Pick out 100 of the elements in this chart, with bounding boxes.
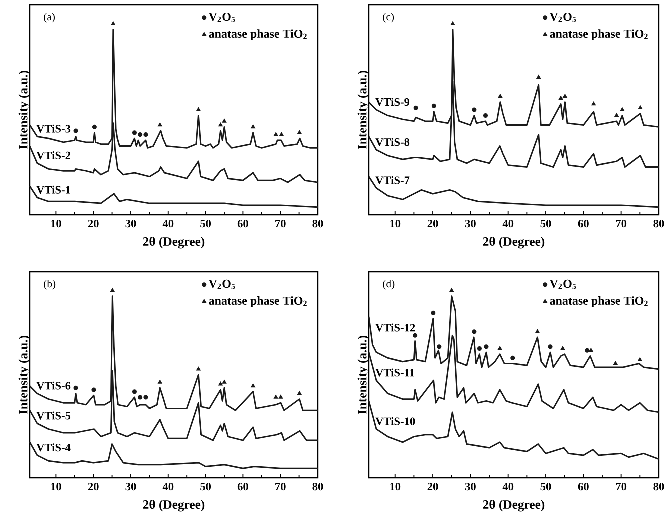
point — [589, 348, 594, 352]
series-label: VTiS-12 — [376, 324, 416, 332]
point — [638, 358, 642, 362]
point — [132, 130, 137, 136]
series-label: VTiS-8 — [376, 138, 410, 146]
x-tick-label: 80 — [312, 482, 324, 491]
x-axis-title: 2θ (Degree) — [143, 500, 205, 512]
x-tick-label: 60 — [238, 482, 248, 491]
point — [138, 132, 143, 138]
point — [158, 123, 162, 127]
x-tick-label: 40 — [162, 220, 174, 228]
point — [413, 333, 418, 338]
point — [450, 288, 454, 292]
point — [510, 356, 516, 360]
series-label: VTiS-4 — [36, 444, 71, 452]
point — [437, 344, 442, 350]
x-tick-label: 40 — [502, 482, 514, 491]
point — [74, 386, 78, 390]
legend-label: V$_{2}$O$_{5}$ — [550, 12, 576, 22]
point — [614, 113, 619, 118]
legend-label: anatase phase TiO$_{2}$ — [209, 296, 307, 308]
x-axis-title: 2θ (Degree) — [483, 500, 545, 512]
x-tick-label: 70 — [276, 220, 286, 228]
x-tick-label: 40 — [162, 482, 174, 491]
point — [74, 128, 78, 134]
point — [138, 395, 143, 400]
point — [111, 22, 116, 26]
x-tick-label: 30 — [126, 482, 136, 491]
point — [638, 106, 643, 110]
point — [477, 346, 482, 352]
x-tick-label: 10 — [51, 482, 62, 491]
point — [274, 395, 278, 399]
point — [298, 391, 302, 396]
x-tick-label: 20 — [428, 482, 438, 491]
point — [218, 382, 223, 386]
point — [298, 130, 302, 134]
x-axis-title: 2θ (Degree) — [143, 237, 205, 249]
point — [614, 361, 618, 366]
series-label: VTiS-1 — [36, 186, 70, 194]
point — [274, 132, 278, 136]
text: (c) — [383, 13, 394, 23]
series-label: VTiS-9 — [376, 98, 410, 106]
point — [278, 395, 284, 399]
x-axis-title: 2θ (Degree) — [483, 237, 545, 249]
x-tick-label: 60 — [238, 220, 248, 228]
point — [536, 75, 541, 79]
series-label: VTiS-11 — [376, 368, 414, 377]
x-tick-label: 20 — [88, 220, 99, 228]
point — [92, 124, 97, 130]
x-tick-label: 60 — [578, 482, 589, 491]
point — [222, 380, 227, 384]
point — [472, 330, 477, 334]
x-tick-label: 70 — [616, 482, 627, 491]
x-tick-label: 10 — [51, 220, 62, 228]
point — [620, 108, 624, 112]
x-tick-label: 70 — [616, 220, 627, 228]
legend-label: anatase phase TiO$_{2}$ — [550, 296, 648, 308]
point — [218, 123, 223, 127]
point — [548, 344, 553, 350]
x-tick-label: 60 — [578, 220, 589, 228]
x-tick-label: 50 — [200, 482, 212, 491]
legend-label: V$_{2}$O$_{5}$ — [550, 280, 576, 290]
point — [251, 124, 256, 129]
point — [110, 288, 115, 292]
series-label: VTiS-3 — [36, 124, 71, 133]
x-tick-label: 70 — [276, 482, 286, 491]
x-tick-label: 40 — [502, 220, 514, 228]
point — [144, 395, 148, 400]
point — [563, 94, 568, 98]
x-tick-label: 80 — [312, 220, 324, 228]
x-tick-label: 50 — [540, 482, 552, 491]
point — [483, 113, 488, 118]
legend-label: anatase phase TiO$_{2}$ — [209, 30, 307, 40]
series-label: VTiS-10 — [376, 417, 416, 426]
legend-label: V$_{2}$O$_{5}$ — [208, 280, 236, 290]
point — [92, 388, 96, 392]
x-tick-label: 80 — [654, 482, 664, 491]
y-axis-title: Intensity (a.u.) — [358, 70, 370, 150]
x-tick-label: 30 — [465, 482, 476, 491]
point — [536, 330, 540, 334]
point — [559, 96, 564, 100]
x-tick-label: 80 — [654, 220, 664, 228]
point — [560, 346, 565, 350]
point — [280, 132, 284, 136]
point — [251, 384, 256, 388]
series-label: VTiS-6 — [36, 382, 71, 390]
text: (a) — [44, 13, 55, 23]
point — [498, 94, 502, 98]
x-tick-label: 10 — [390, 482, 401, 491]
point — [498, 346, 502, 350]
point — [196, 108, 201, 112]
series-label: VTiS-2 — [36, 152, 70, 160]
x-tick-label: 30 — [465, 220, 476, 228]
x-tick-label: 30 — [126, 220, 136, 228]
point — [132, 390, 137, 394]
y-axis-title: Intensity (a.u.) — [358, 336, 370, 414]
x-tick-label: 50 — [540, 220, 552, 228]
point — [450, 22, 456, 26]
point — [432, 104, 436, 108]
point — [144, 132, 148, 138]
